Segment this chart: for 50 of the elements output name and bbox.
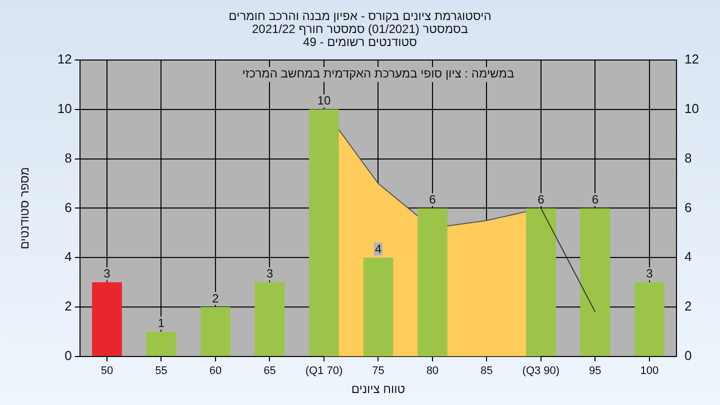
data-label: 2	[212, 291, 220, 306]
x-tick-label: 95	[589, 365, 602, 378]
y-tick-label: 6	[64, 200, 72, 215]
x-tick-label: 60	[209, 365, 222, 378]
bar	[418, 208, 448, 356]
y-tick-label: 8	[64, 150, 72, 166]
y-tick-label: 0	[64, 348, 72, 363]
bar	[92, 282, 122, 356]
y-tick-label: 4	[64, 249, 72, 264]
chart-title: היסטוגרמת ציונים בקורס - אפיון מבנה והרכב חומרים	[228, 9, 492, 23]
data-label: 6	[538, 192, 545, 207]
y2-tick-label: 10	[684, 100, 700, 116]
bar	[254, 282, 285, 356]
x-tick-label: 85	[480, 365, 493, 378]
data-label: 10	[317, 94, 331, 108]
data-label: 3	[104, 266, 111, 281]
bar	[146, 332, 176, 356]
y-tick-label: 2	[64, 298, 72, 314]
y2-tick-label: 2	[684, 298, 692, 314]
y-axis-title: מספר סטודנטים	[18, 167, 32, 250]
x-tick-label: 65	[264, 365, 276, 378]
bar	[580, 208, 610, 356]
y2-tick-label: 8	[684, 150, 692, 166]
data-label: 3	[266, 266, 274, 281]
x-tick-label: 50	[100, 365, 114, 378]
y-tick-label: 10	[57, 100, 72, 116]
annotation: במשימה : ציון סופי במערכת האקדמית במחשב המרכזי	[242, 66, 514, 80]
x-tick-label: 80	[426, 365, 439, 378]
data-label: 6	[429, 192, 436, 207]
y-tick-label: 12	[57, 52, 72, 67]
data-label: 4	[374, 242, 382, 256]
x-tick-label: (Q1 70)	[305, 365, 343, 378]
chart-subtitle: בסמסטר (01/2021) סמסטר חורף 2021/22 סטודנטים רשומים - 49	[250, 22, 470, 49]
x-tick-label: 55	[155, 365, 168, 378]
y2-tick-label: 6	[684, 200, 692, 215]
x-tick-label: 75	[372, 365, 384, 378]
data-label: 6	[592, 192, 599, 207]
y2-tick-label: 12	[684, 52, 700, 67]
y2-tick-label: 4	[684, 249, 692, 264]
data-label: 3	[646, 266, 654, 281]
bar	[526, 208, 556, 356]
bar	[200, 307, 230, 356]
x-axis-title: טווח ציונים	[351, 382, 406, 396]
bar	[634, 282, 664, 356]
data-label: 1	[158, 316, 165, 330]
bar	[363, 258, 394, 356]
x-tick-label: (Q3 90)	[522, 365, 560, 378]
x-tick-label: 100	[640, 365, 659, 378]
bar	[309, 109, 339, 356]
y2-tick-label: 0	[684, 348, 692, 363]
